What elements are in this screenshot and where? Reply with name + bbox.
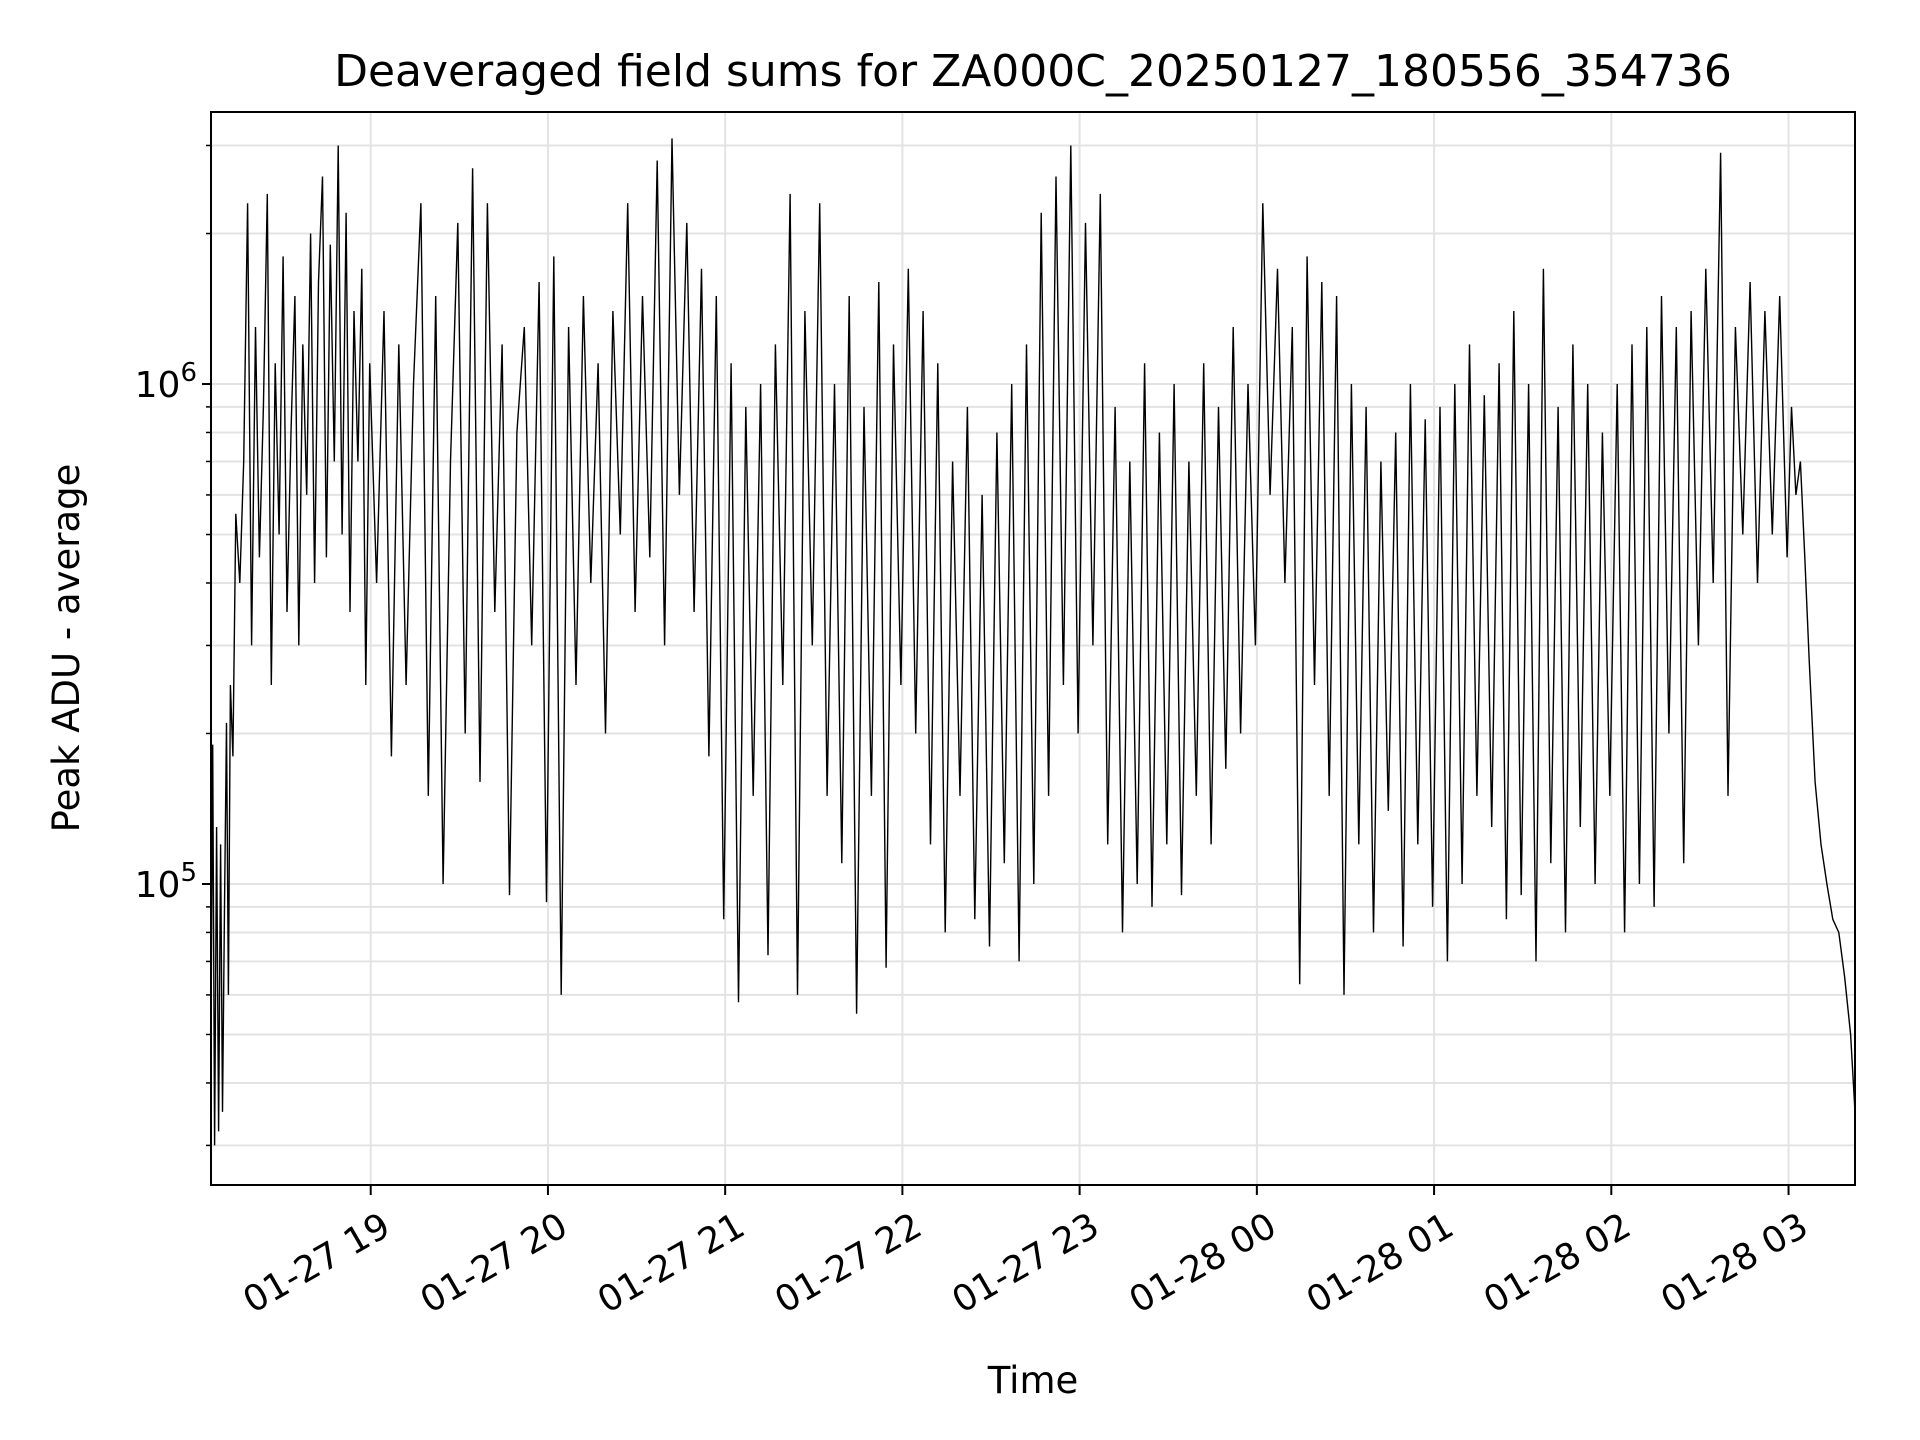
plot-frame: [210, 111, 1856, 1186]
chart-title: Deaveraged field sums for ZA000C_2025012…: [334, 46, 1732, 97]
data-layer: [210, 138, 1856, 1146]
y-tick-label: 105: [135, 858, 197, 906]
grid: [211, 112, 1855, 1185]
series-line: [210, 138, 1856, 1146]
y-tick-label: 106: [135, 358, 197, 406]
x-axis-label: Time: [987, 1359, 1079, 1402]
y-axis-label: Peak ADU - average: [45, 464, 88, 833]
